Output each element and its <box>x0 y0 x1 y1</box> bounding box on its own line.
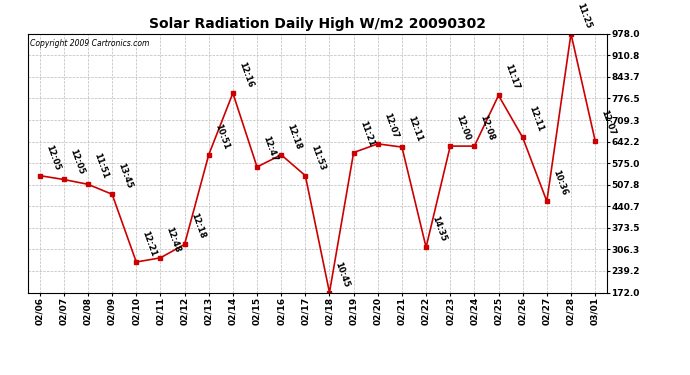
Title: Solar Radiation Daily High W/m2 20090302: Solar Radiation Daily High W/m2 20090302 <box>149 17 486 31</box>
Text: 12:16: 12:16 <box>237 61 255 89</box>
Text: 11:17: 11:17 <box>503 63 520 91</box>
Text: 12:05: 12:05 <box>68 147 86 176</box>
Text: 12:47: 12:47 <box>262 135 279 163</box>
Text: 14:35: 14:35 <box>431 215 448 243</box>
Text: 11:51: 11:51 <box>92 152 110 180</box>
Text: 11:25: 11:25 <box>575 1 593 30</box>
Text: 12:07: 12:07 <box>600 108 617 136</box>
Text: 12:18: 12:18 <box>189 212 206 240</box>
Text: 13:45: 13:45 <box>117 162 134 190</box>
Text: 11:21: 11:21 <box>358 120 375 148</box>
Text: 12:00: 12:00 <box>455 114 472 142</box>
Text: 12:05: 12:05 <box>44 143 61 171</box>
Text: 12:11: 12:11 <box>406 115 424 143</box>
Text: 10:36: 10:36 <box>551 169 569 197</box>
Text: Copyright 2009 Cartronics.com: Copyright 2009 Cartronics.com <box>30 39 150 48</box>
Text: 10:45: 10:45 <box>334 260 351 288</box>
Text: 12:48: 12:48 <box>165 225 182 254</box>
Text: 12:07: 12:07 <box>382 112 400 140</box>
Text: 10:51: 10:51 <box>213 122 230 151</box>
Text: 12:08: 12:08 <box>479 114 496 142</box>
Text: 11:53: 11:53 <box>310 143 327 171</box>
Text: 12:18: 12:18 <box>286 122 303 151</box>
Text: 12:11: 12:11 <box>527 105 544 133</box>
Text: 12:21: 12:21 <box>141 230 158 258</box>
